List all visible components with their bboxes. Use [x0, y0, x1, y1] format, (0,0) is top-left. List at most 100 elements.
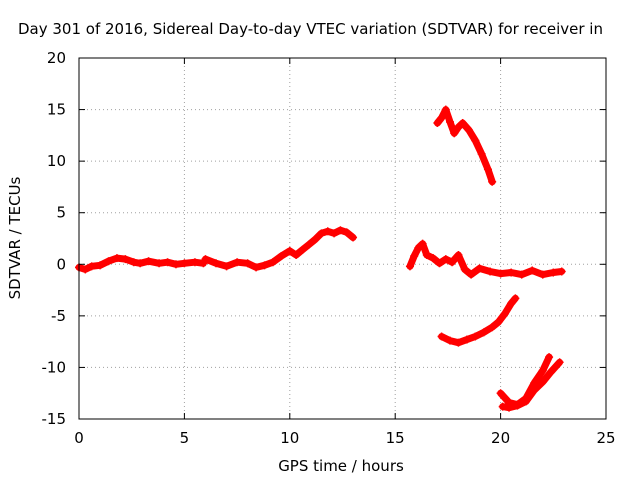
- data-point: [505, 398, 514, 407]
- y-tick-label: 0: [56, 255, 66, 273]
- data-point: [405, 262, 414, 271]
- data-trace-4: [433, 106, 496, 186]
- data-point: [233, 258, 242, 267]
- data-point: [277, 252, 286, 261]
- x-tick-label: 0: [74, 429, 84, 447]
- data-point: [212, 259, 221, 268]
- data-point: [180, 259, 189, 268]
- data-point: [96, 261, 105, 270]
- data-point: [467, 270, 476, 279]
- data-point: [488, 323, 497, 332]
- data-point: [517, 270, 526, 279]
- data-point: [507, 268, 516, 277]
- data-point: [500, 309, 509, 318]
- data-point: [129, 258, 138, 267]
- data-point: [475, 264, 484, 273]
- data-point: [454, 251, 463, 260]
- data-point: [528, 266, 537, 275]
- data-point: [496, 269, 505, 278]
- data-point: [81, 265, 90, 274]
- data-point: [513, 400, 522, 409]
- x-axis-label: GPS time / hours: [278, 457, 404, 475]
- data-point: [422, 251, 431, 260]
- data-point: [414, 243, 423, 252]
- data-point: [483, 165, 492, 174]
- data-point: [87, 262, 96, 271]
- data-point: [311, 235, 320, 244]
- data-point: [441, 255, 450, 264]
- data-point: [464, 126, 473, 135]
- data-point: [298, 245, 307, 254]
- data-point: [511, 294, 520, 303]
- x-tick-label: 15: [386, 429, 405, 447]
- data-point: [507, 299, 516, 308]
- data-points: [75, 105, 566, 412]
- grid: [79, 58, 606, 419]
- data-point: [437, 332, 446, 341]
- data-point: [448, 258, 457, 267]
- data-point: [260, 261, 269, 270]
- y-tick-label: 5: [56, 204, 66, 222]
- data-point: [479, 328, 488, 337]
- x-tick-label: 20: [491, 429, 510, 447]
- data-point: [462, 335, 471, 344]
- data-point: [538, 366, 547, 375]
- data-point: [171, 260, 180, 269]
- data-point: [144, 257, 153, 266]
- y-tick-label: -15: [42, 410, 67, 428]
- y-tick-label: 20: [47, 49, 66, 67]
- data-point: [454, 338, 463, 347]
- x-tick-label: 5: [180, 429, 190, 447]
- data-point: [521, 394, 530, 403]
- data-point: [429, 254, 438, 263]
- y-tick-label: 10: [47, 152, 66, 170]
- data-point: [112, 254, 121, 263]
- data-point: [163, 258, 172, 267]
- plot-frame: [78, 57, 607, 420]
- data-point: [458, 118, 467, 127]
- data-point: [454, 123, 463, 132]
- data-point: [441, 105, 450, 114]
- data-point: [222, 262, 231, 271]
- y-axis-label: SDTVAR / TECUs: [6, 176, 24, 299]
- data-point: [446, 336, 455, 345]
- y-tick-label: 15: [47, 101, 66, 119]
- data-point: [330, 229, 339, 238]
- data-point: [471, 332, 480, 341]
- data-point: [437, 113, 446, 122]
- data-point: [317, 229, 326, 238]
- data-point: [557, 267, 566, 276]
- data-point: [201, 255, 210, 264]
- data-point: [323, 227, 332, 236]
- x-tick-label: 10: [280, 429, 299, 447]
- data-point: [292, 251, 301, 260]
- data-point: [549, 268, 558, 277]
- data-point: [336, 226, 345, 235]
- data-point: [410, 252, 419, 261]
- data-point: [538, 270, 547, 279]
- data-point: [488, 177, 497, 186]
- data-point: [538, 377, 547, 386]
- data-point: [418, 239, 427, 248]
- data-point: [545, 353, 554, 362]
- data-point: [477, 149, 486, 158]
- data-point: [285, 246, 294, 255]
- data-point: [494, 318, 503, 327]
- data-point: [243, 259, 252, 268]
- data-point: [460, 265, 469, 274]
- y-tick-label: -5: [51, 307, 66, 325]
- data-point: [136, 259, 145, 268]
- data-point: [446, 117, 455, 126]
- data-point: [190, 258, 199, 267]
- data-point: [304, 240, 313, 249]
- ticks: 0 5 10 15 20 25 -15 -10 -5 0 5 10 15 20: [42, 49, 616, 447]
- data-point: [471, 136, 480, 145]
- x-tick-label: 25: [596, 429, 615, 447]
- data-point: [450, 129, 459, 138]
- chart-title: Day 301 of 2016, Sidereal Day-to-day VTE…: [18, 20, 603, 38]
- data-point: [155, 259, 164, 268]
- data-point: [555, 358, 564, 367]
- data-point: [104, 257, 113, 266]
- data-point: [121, 255, 130, 264]
